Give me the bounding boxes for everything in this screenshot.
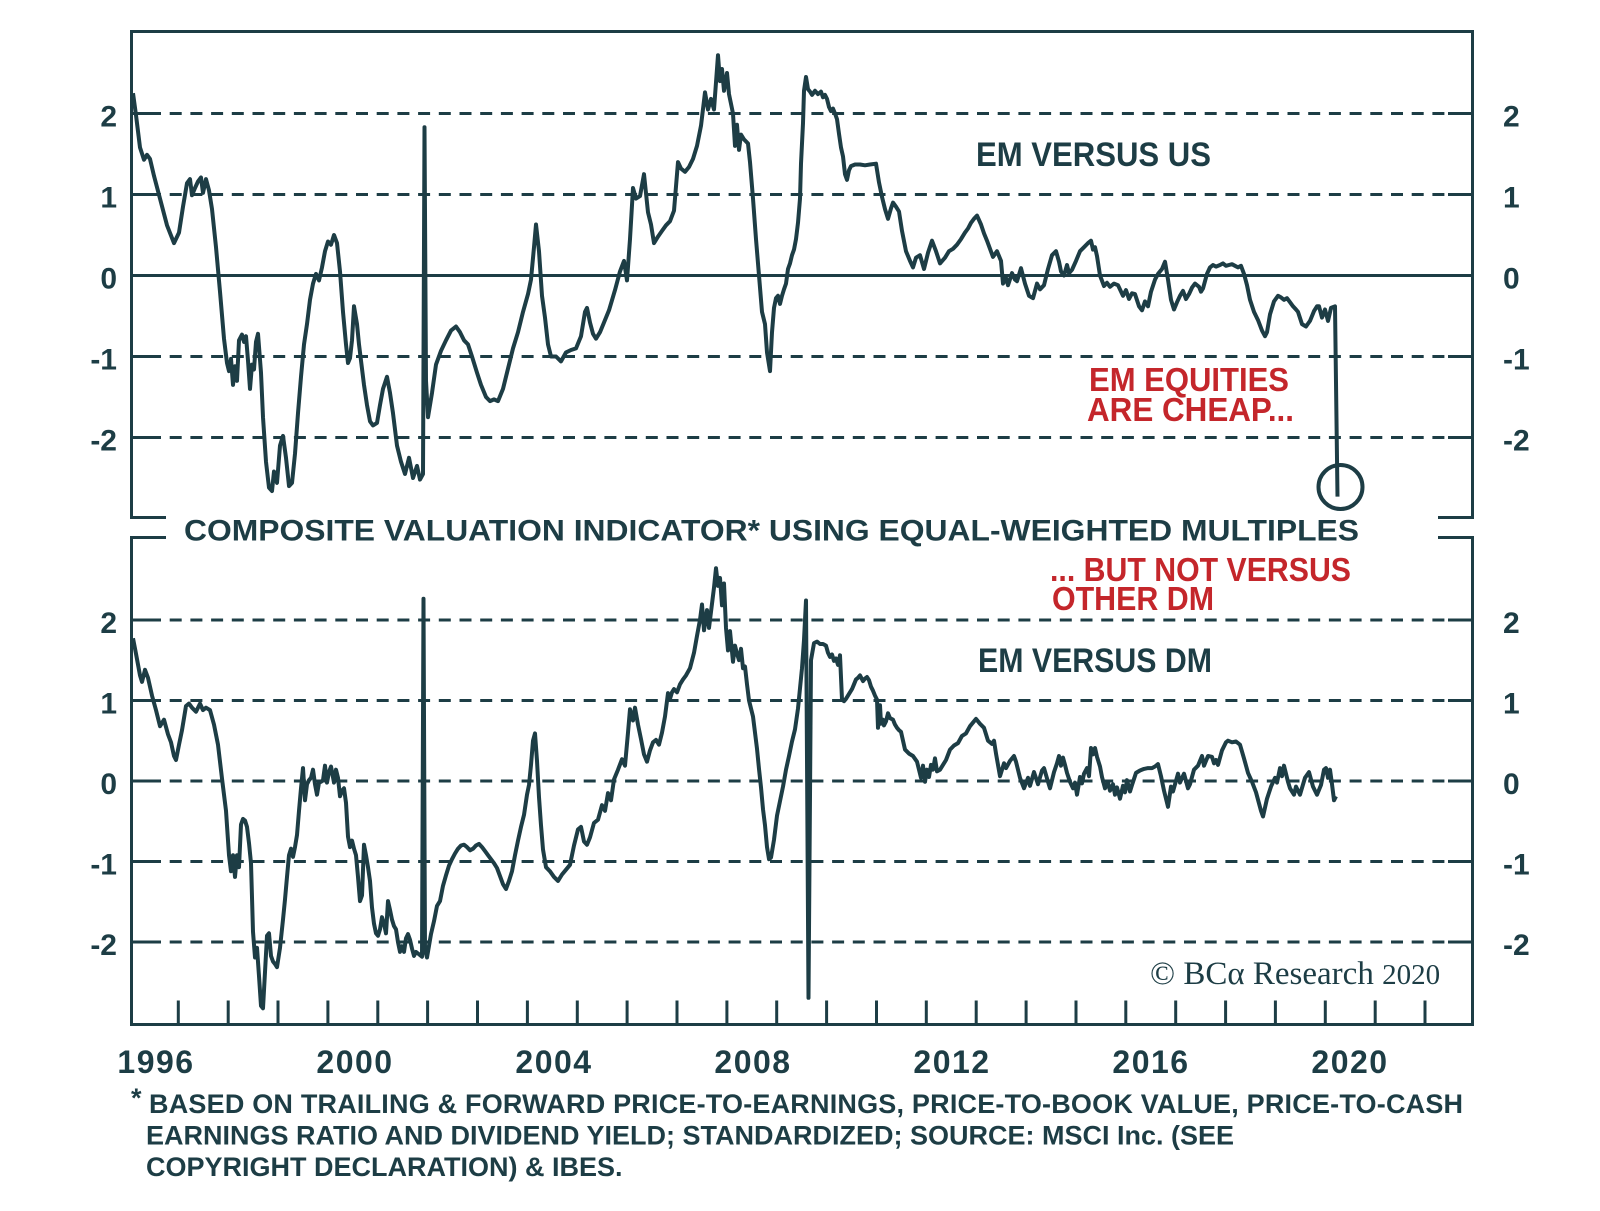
svg-text:COPYRIGHT DECLARATION) & IBES.: COPYRIGHT DECLARATION) & IBES. xyxy=(146,1152,623,1182)
svg-text:-1: -1 xyxy=(90,344,117,377)
svg-text:1: 1 xyxy=(100,688,117,721)
svg-text:© BCα Research 2020: © BCα Research 2020 xyxy=(1150,956,1440,992)
svg-text:-2: -2 xyxy=(90,425,117,458)
svg-text:2016: 2016 xyxy=(1112,1044,1189,1080)
svg-text:2004: 2004 xyxy=(515,1044,592,1080)
svg-text:1996: 1996 xyxy=(117,1044,194,1080)
svg-text:1: 1 xyxy=(1503,688,1520,721)
svg-text:2008: 2008 xyxy=(714,1044,791,1080)
svg-text:*: * xyxy=(131,1083,142,1113)
svg-text:OTHER DM: OTHER DM xyxy=(1052,580,1214,617)
svg-text:2: 2 xyxy=(100,607,117,640)
svg-text:-2: -2 xyxy=(90,929,117,962)
svg-text:-2: -2 xyxy=(1503,929,1530,962)
svg-text:0: 0 xyxy=(1503,768,1520,801)
svg-text:2: 2 xyxy=(1503,607,1520,640)
svg-text:-1: -1 xyxy=(1503,344,1530,377)
svg-text:BASED ON TRAILING & FORWARD PR: BASED ON TRAILING & FORWARD PRICE-TO-EAR… xyxy=(149,1089,1463,1119)
svg-text:2012: 2012 xyxy=(913,1044,990,1080)
svg-text:COMPOSITE VALUATION INDICATOR*: COMPOSITE VALUATION INDICATOR* USING EQU… xyxy=(184,515,1359,548)
svg-text:0: 0 xyxy=(100,768,117,801)
svg-text:1: 1 xyxy=(1503,182,1520,215)
svg-text:EM EQUITIES: EM EQUITIES xyxy=(1089,361,1289,398)
svg-text:ARE CHEAP...: ARE CHEAP... xyxy=(1087,391,1294,428)
svg-text:-1: -1 xyxy=(1503,849,1530,882)
svg-text:-1: -1 xyxy=(90,849,117,882)
svg-text:EM VERSUS DM: EM VERSUS DM xyxy=(978,642,1212,680)
svg-text:2: 2 xyxy=(100,101,117,134)
svg-text:EARNINGS RATIO AND DIVIDEND YI: EARNINGS RATIO AND DIVIDEND YIELD; STAND… xyxy=(146,1121,1234,1151)
svg-text:2000: 2000 xyxy=(316,1044,393,1080)
svg-text:2020: 2020 xyxy=(1311,1044,1388,1080)
svg-text:... BUT NOT VERSUS: ... BUT NOT VERSUS xyxy=(1050,551,1351,588)
svg-text:-2: -2 xyxy=(1503,425,1530,458)
svg-text:1: 1 xyxy=(100,182,117,215)
svg-text:2: 2 xyxy=(1503,101,1520,134)
svg-text:EM VERSUS US: EM VERSUS US xyxy=(976,136,1211,174)
svg-text:0: 0 xyxy=(100,263,117,296)
svg-text:0: 0 xyxy=(1503,263,1520,296)
